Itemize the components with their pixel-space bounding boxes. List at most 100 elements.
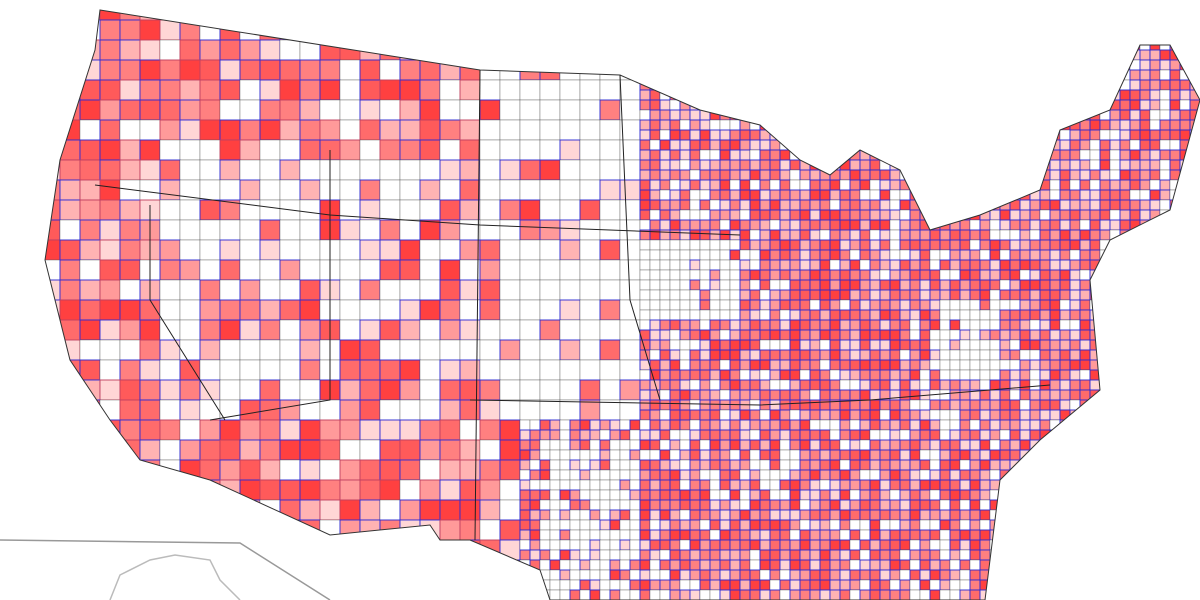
county	[909, 349, 921, 361]
county	[789, 199, 801, 211]
county	[649, 309, 661, 321]
county	[949, 579, 961, 591]
county	[629, 569, 641, 581]
county	[1169, 519, 1181, 531]
county	[339, 339, 361, 361]
county	[1019, 349, 1031, 361]
county	[979, 509, 991, 521]
county	[119, 259, 141, 281]
county	[769, 219, 781, 231]
county	[779, 329, 791, 341]
county	[1159, 29, 1171, 41]
county	[709, 89, 721, 101]
county	[889, 539, 901, 551]
county	[659, 259, 671, 271]
county	[799, 509, 811, 521]
county	[1079, 10, 1091, 11]
county	[949, 589, 961, 600]
county	[339, 179, 361, 201]
county	[649, 249, 661, 261]
county	[379, 419, 401, 441]
county	[619, 99, 641, 121]
county	[819, 519, 831, 531]
county	[649, 19, 661, 31]
county	[1059, 299, 1071, 311]
county	[399, 159, 421, 181]
county	[989, 569, 1001, 581]
county	[1179, 529, 1191, 541]
county	[809, 179, 821, 191]
county	[859, 539, 871, 551]
county	[1079, 389, 1091, 401]
county	[759, 279, 771, 291]
county	[789, 499, 801, 511]
county	[729, 429, 741, 441]
county	[1069, 189, 1081, 201]
county	[849, 119, 861, 131]
county	[809, 349, 821, 361]
county	[399, 259, 421, 281]
county	[759, 459, 771, 471]
county	[539, 299, 561, 321]
county	[1089, 489, 1101, 501]
county	[559, 539, 571, 551]
county	[20, 280, 40, 300]
county	[579, 499, 591, 511]
county	[659, 49, 671, 61]
county	[1059, 409, 1071, 421]
county	[749, 579, 761, 591]
county	[1189, 10, 1200, 11]
county	[1169, 559, 1181, 571]
county	[459, 219, 481, 241]
county	[45, 399, 61, 421]
county	[899, 209, 911, 221]
county	[929, 479, 941, 491]
county	[239, 199, 261, 221]
county	[1059, 259, 1071, 271]
county	[679, 329, 691, 341]
county	[569, 479, 581, 491]
county	[1119, 549, 1131, 561]
county	[979, 259, 991, 271]
county	[919, 229, 931, 241]
county	[749, 109, 761, 121]
county	[1059, 199, 1071, 211]
county	[199, 19, 221, 41]
county	[719, 10, 731, 21]
county	[1009, 59, 1021, 71]
county	[139, 419, 161, 441]
county	[1109, 469, 1121, 481]
county	[769, 549, 781, 561]
county	[1159, 459, 1171, 471]
county	[379, 439, 401, 461]
county	[949, 329, 961, 341]
county	[119, 59, 141, 81]
county	[789, 69, 801, 81]
county	[1159, 179, 1171, 191]
county	[619, 179, 641, 201]
county	[899, 239, 911, 251]
county	[749, 569, 761, 581]
county	[1189, 579, 1200, 591]
county	[819, 469, 831, 481]
county	[969, 199, 981, 211]
county	[1059, 29, 1071, 41]
county	[949, 229, 961, 241]
county	[99, 519, 121, 541]
county	[789, 189, 801, 201]
county	[689, 499, 701, 511]
county	[459, 279, 481, 301]
county	[899, 309, 911, 321]
county	[1099, 289, 1111, 301]
county	[939, 319, 951, 331]
county	[689, 399, 701, 411]
county	[689, 249, 701, 261]
county	[1049, 49, 1061, 61]
county	[659, 499, 671, 511]
county	[239, 79, 261, 101]
county	[1089, 179, 1101, 191]
county	[889, 179, 901, 191]
county	[919, 159, 931, 171]
county	[999, 169, 1011, 181]
county	[1069, 89, 1081, 101]
